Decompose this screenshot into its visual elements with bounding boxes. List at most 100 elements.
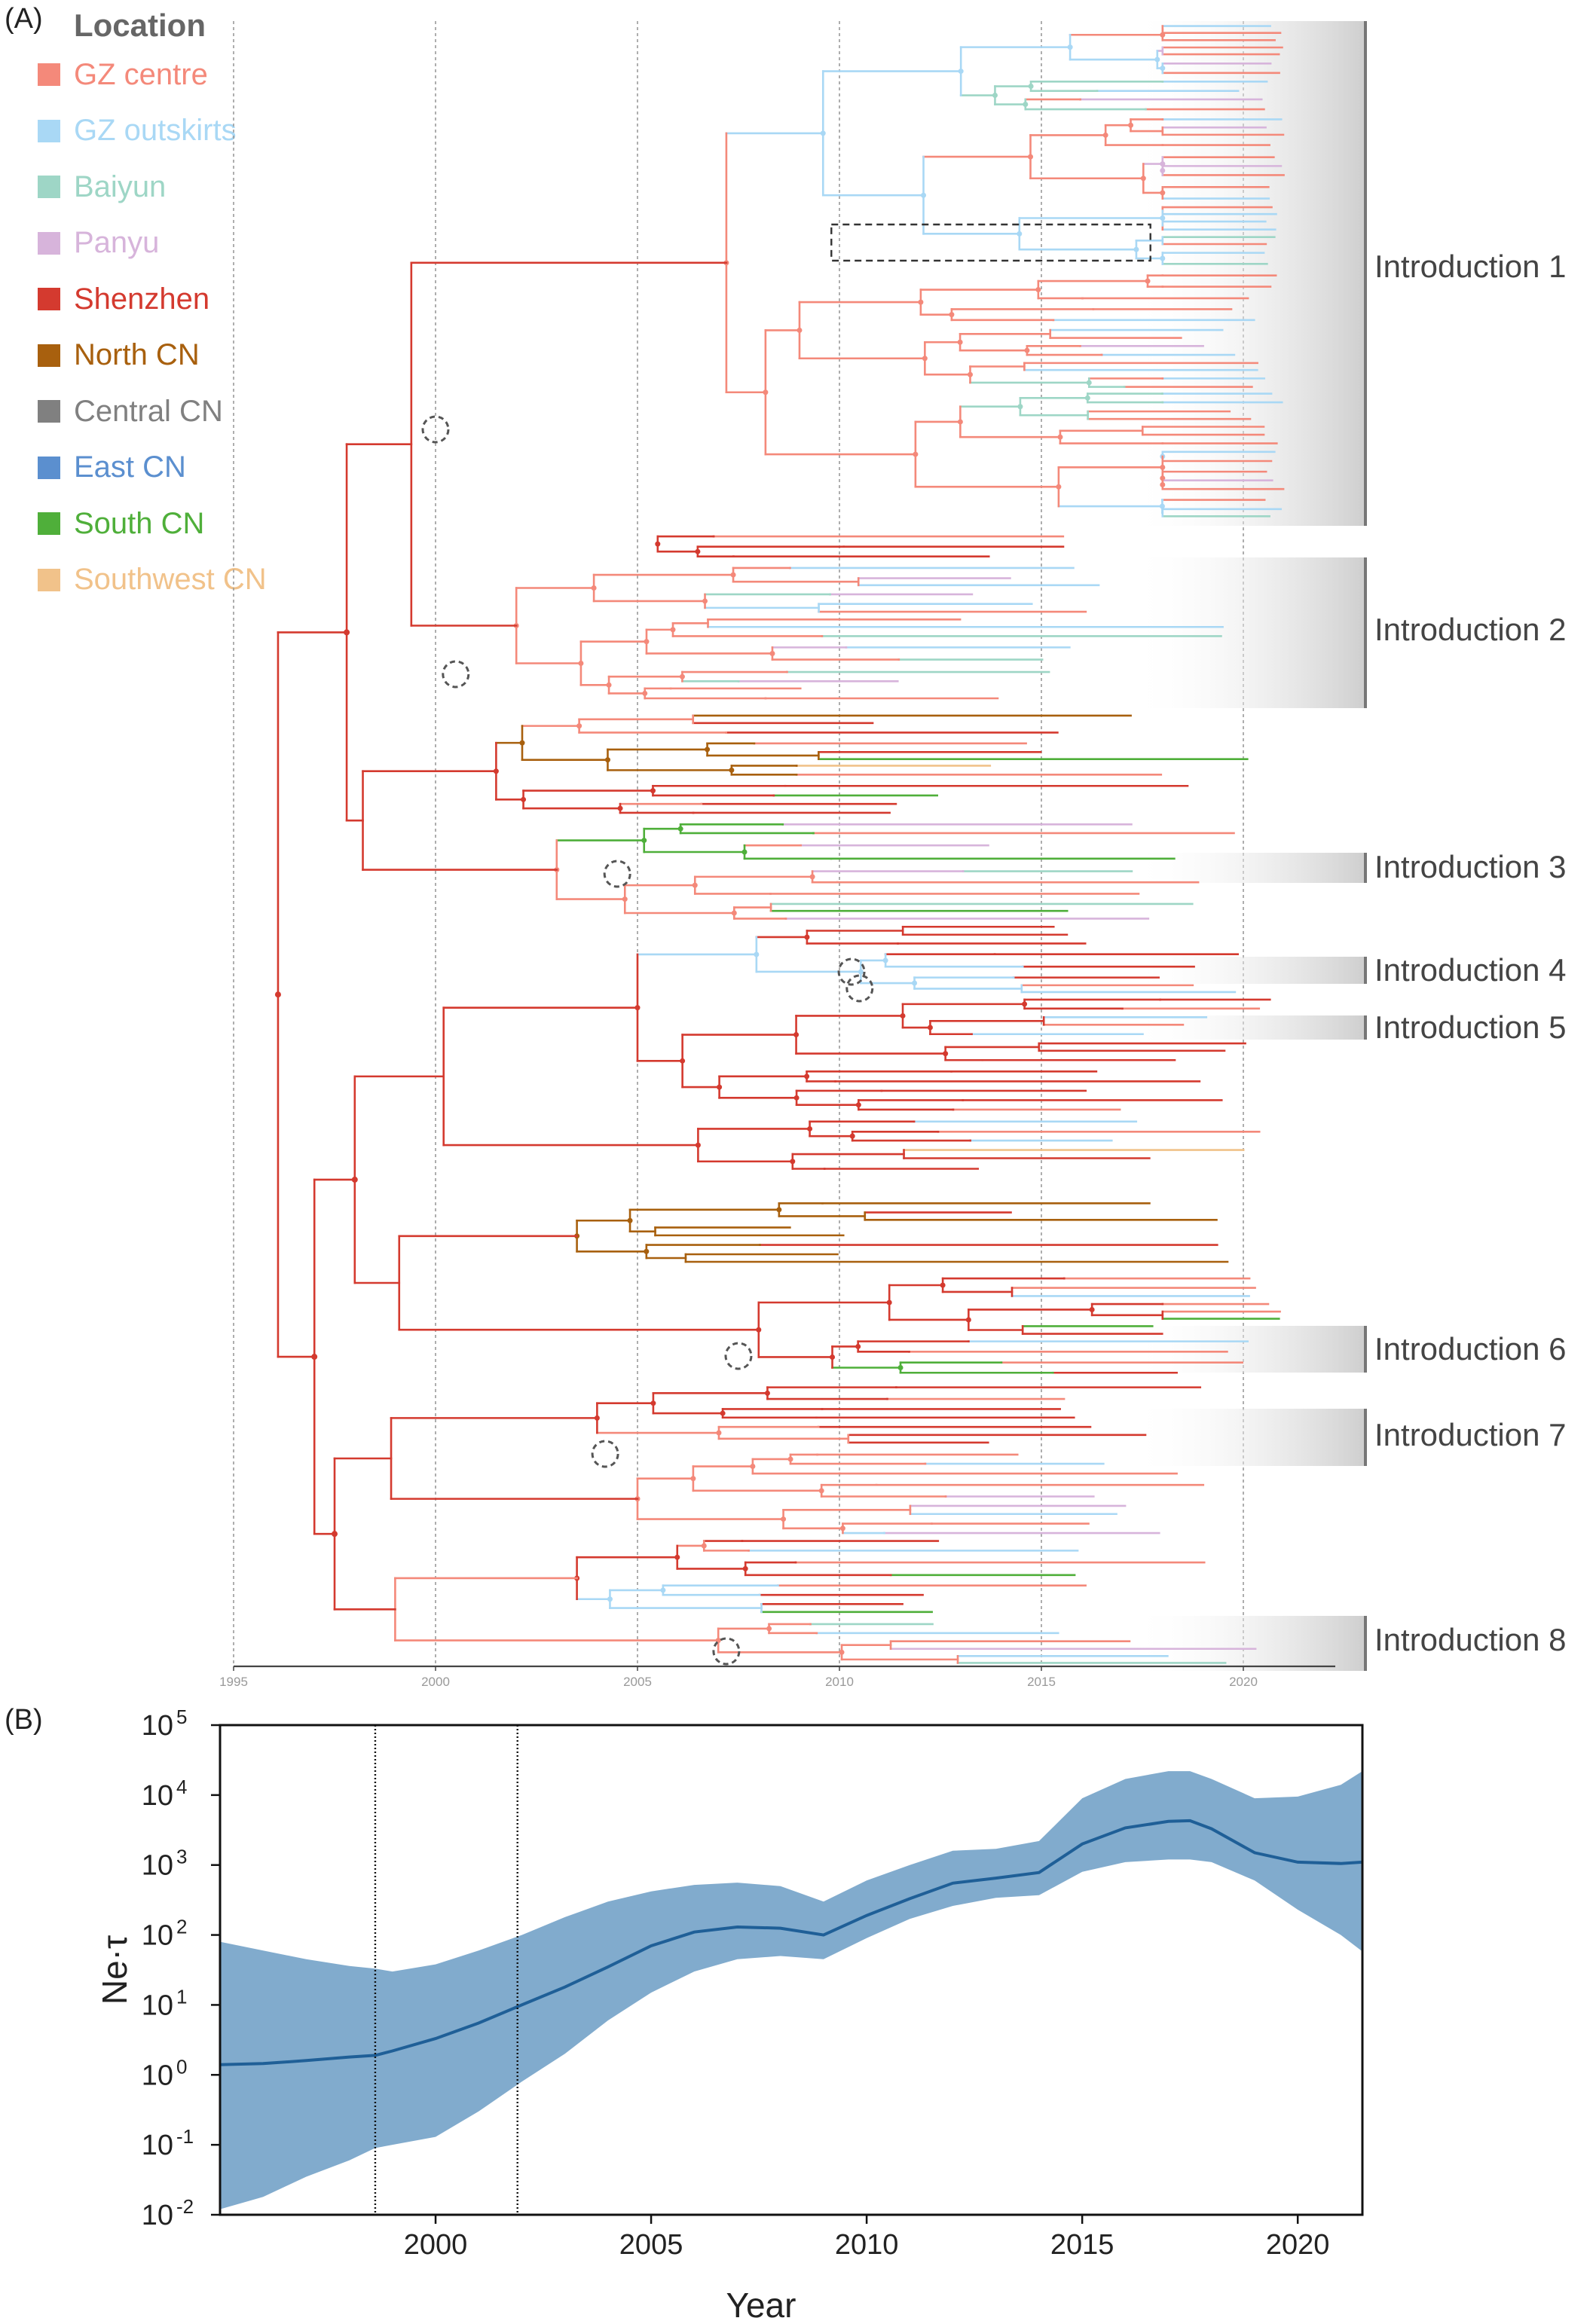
- legend-swatch: [38, 288, 60, 311]
- legend-item: GZ outskirts: [38, 103, 267, 160]
- panel-b-letter: (B): [5, 1704, 43, 1736]
- highlight-box: [830, 223, 1151, 262]
- x-tick-label: 2015: [1050, 2229, 1114, 2261]
- x-tick-label: 2000: [404, 2229, 468, 2261]
- y-tick-exponent: -1: [176, 2125, 194, 2148]
- legend-item: Shenzhen: [38, 271, 267, 328]
- introduction-band: [1130, 1326, 1364, 1373]
- y-tick-base: 10: [142, 2060, 173, 2091]
- tree-x-tick-label: 2005: [623, 1675, 652, 1689]
- legend-item: Panyu: [38, 215, 267, 272]
- y-tick-label: 10: [142, 1710, 173, 1742]
- x-axis-title: Year: [726, 2286, 796, 2324]
- y-tick-exponent: 0: [176, 2055, 187, 2078]
- y-tick-base: 10: [142, 1710, 173, 1742]
- legend-item: North CN: [38, 328, 267, 384]
- introduction-band: [1130, 1409, 1364, 1466]
- introduction-label-6: Introduction 6: [1374, 1331, 1567, 1367]
- y-tick-label: 10: [142, 2200, 173, 2231]
- introduction-label-4: Introduction 4: [1374, 952, 1567, 988]
- y-tick-exponent: -2: [176, 2195, 194, 2218]
- introduction-marker: [845, 974, 874, 1003]
- legend-item: South CN: [38, 496, 267, 552]
- legend-swatch: [38, 456, 60, 479]
- legend-title: Location: [74, 8, 206, 43]
- confidence-band: [220, 1771, 1362, 2209]
- legend-swatch: [38, 119, 60, 142]
- introduction-band: [1130, 1015, 1364, 1040]
- legend-label: Baiyun: [74, 169, 167, 203]
- introduction-label-8: Introduction 8: [1374, 1622, 1567, 1657]
- introduction-marker: [442, 660, 470, 689]
- legend-label: Central CN: [74, 394, 223, 428]
- legend-items: GZ centre GZ outskirts Baiyun Panyu Shenzhen…: [38, 47, 267, 608]
- y-tick-label: 10: [142, 1850, 173, 1882]
- introduction-marker: [421, 415, 450, 444]
- legend-item: GZ centre: [38, 47, 267, 103]
- x-tick-label: 2010: [835, 2229, 899, 2261]
- y-tick-label: 10: [142, 2130, 173, 2161]
- introduction-band: [1130, 957, 1364, 984]
- introduction-label-5: Introduction 5: [1374, 1009, 1567, 1045]
- y-tick-base: 10: [142, 1920, 173, 1952]
- legend-item: Baiyun: [38, 159, 267, 215]
- legend-swatch: [38, 63, 60, 87]
- location-legend: Location GZ centre GZ outskirts Baiyun Pany…: [38, 5, 267, 608]
- legend-label: Shenzhen: [74, 282, 210, 316]
- legend-swatch: [38, 344, 60, 367]
- introduction-marker: [724, 1342, 753, 1370]
- legend-label: GZ outskirts: [74, 114, 237, 148]
- y-tick-base: 10: [142, 2130, 173, 2161]
- y-tick-base: 10: [142, 1780, 173, 1812]
- x-tick-label: 2005: [619, 2229, 683, 2261]
- legend-label: North CN: [74, 338, 200, 372]
- y-tick-exponent: 3: [176, 1846, 187, 1868]
- tree-x-tick-label: 2020: [1229, 1675, 1258, 1689]
- tree-x-tick-label: 2000: [421, 1675, 450, 1689]
- tree-x-tick-label: 1995: [219, 1675, 248, 1689]
- introduction-marker: [712, 1637, 741, 1666]
- y-tick-label: 10: [142, 1780, 173, 1812]
- legend-swatch: [38, 176, 60, 199]
- introduction-band: [1130, 853, 1364, 883]
- introduction-marker: [837, 957, 866, 986]
- introduction-label-7: Introduction 7: [1374, 1417, 1567, 1452]
- legend-label: South CN: [74, 506, 205, 540]
- y-tick-base: 10: [142, 1850, 173, 1882]
- introduction-band: [1130, 557, 1364, 708]
- legend-label: Panyu: [74, 226, 160, 260]
- legend-swatch: [38, 400, 60, 423]
- legend-label: GZ centre: [74, 57, 208, 91]
- y-tick-exponent: 2: [176, 1916, 187, 1938]
- y-tick-exponent: 4: [176, 1776, 187, 1798]
- y-tick-exponent: 5: [176, 1706, 187, 1728]
- legend-swatch: [38, 231, 60, 255]
- introduction-marker: [603, 860, 631, 888]
- plot-frame: [219, 1724, 1364, 2216]
- legend-label: Southwest CN: [74, 563, 267, 597]
- legend-item: Southwest CN: [38, 552, 267, 609]
- introduction-label-2: Introduction 2: [1374, 612, 1567, 647]
- y-tick-base: 10: [142, 2200, 173, 2231]
- median-line: [219, 1819, 1363, 2066]
- phylogenetic-tree: 1995 2000 2005 2010 2015 2020: [219, 21, 1367, 1689]
- legend-swatch: [38, 512, 60, 536]
- x-tick-label: 2020: [1266, 2229, 1330, 2261]
- introduction-marker: [591, 1440, 619, 1468]
- y-tick-exponent: 1: [176, 1985, 187, 2008]
- y-tick-label: 10: [142, 2060, 173, 2091]
- legend-label: East CN: [74, 450, 186, 484]
- legend-item: East CN: [38, 440, 267, 496]
- legend-item: Central CN: [38, 383, 267, 440]
- introduction-label-3: Introduction 3: [1374, 849, 1567, 884]
- y-axis-title: Ne·τ: [95, 1935, 134, 2005]
- panel-a-letter: (A): [5, 3, 43, 35]
- legend-swatch: [38, 568, 60, 591]
- introduction-band: [1130, 21, 1364, 526]
- y-tick-base: 10: [142, 1990, 173, 2021]
- y-tick-label: 10: [142, 1920, 173, 1952]
- tree-x-tick-label: 2015: [1027, 1675, 1056, 1689]
- tree-x-tick-label: 2010: [825, 1675, 854, 1689]
